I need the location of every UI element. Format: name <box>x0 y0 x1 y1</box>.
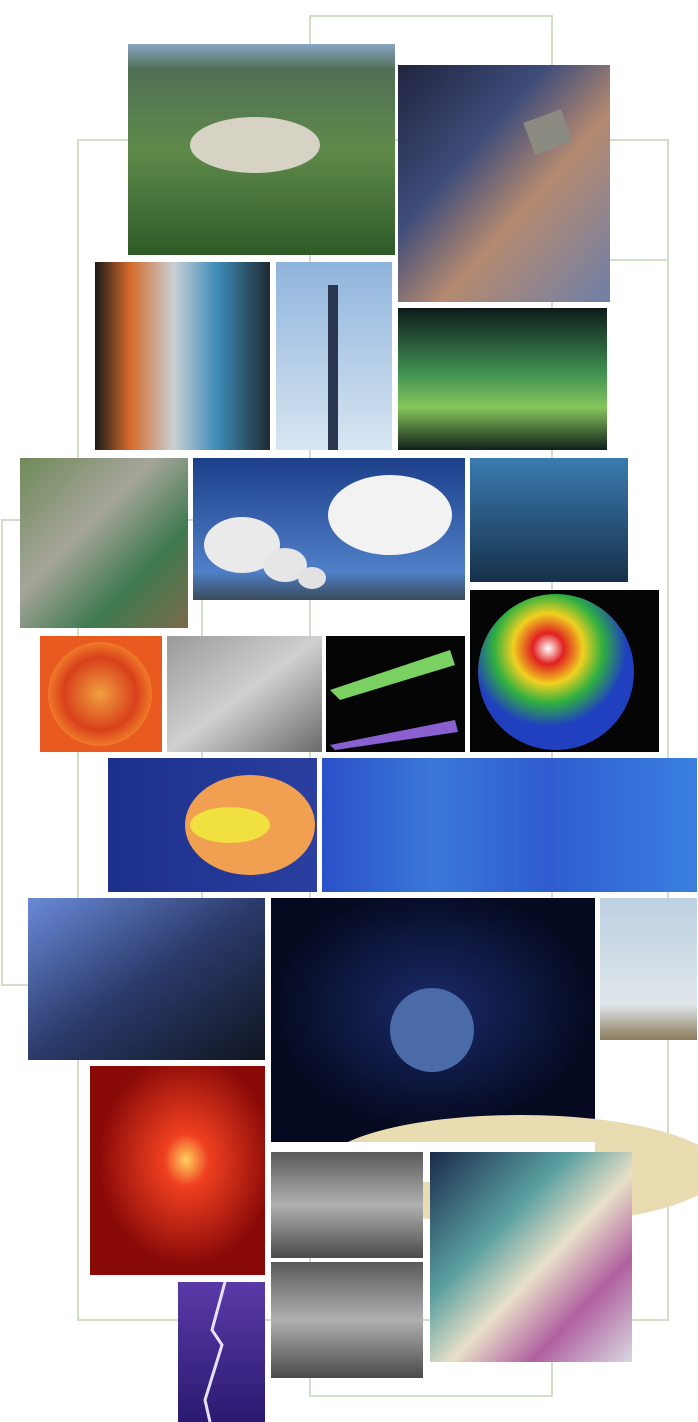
photo-nebula <box>90 1066 265 1275</box>
photo-satellite-color <box>430 1152 632 1362</box>
photo-detail <box>328 285 338 450</box>
photo-detail <box>190 807 270 843</box>
photo-detail <box>298 567 326 589</box>
photo-dish <box>600 898 697 1040</box>
page: (() => { const data = JSON.parse(documen… <box>0 0 698 1422</box>
photo-chip-bottom <box>271 1262 423 1378</box>
photo-sem <box>167 636 322 752</box>
photo-lightning <box>178 1282 265 1422</box>
photo-detail <box>48 642 152 746</box>
photo-detail <box>328 475 452 555</box>
photo-satellite-earth <box>398 65 610 302</box>
photo-satellite-city <box>20 458 188 628</box>
photo-chip-top <box>271 1152 423 1258</box>
photo-control-room <box>28 898 265 1060</box>
photo-detail <box>390 988 474 1072</box>
photos <box>20 44 698 1422</box>
photo-aurora <box>398 308 607 450</box>
photo-power-line <box>470 458 628 582</box>
photo-world-map <box>322 758 697 892</box>
photo-detail <box>190 117 320 173</box>
photo-detail <box>478 594 634 750</box>
collage <box>0 0 698 1422</box>
photo-computer-lab <box>95 262 270 450</box>
